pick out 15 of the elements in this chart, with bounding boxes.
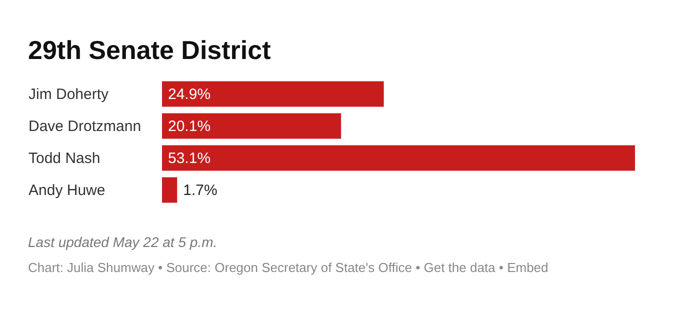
y-tick-label: Andy Huwe xyxy=(28,182,106,199)
chart-title: 29th Senate District xyxy=(28,35,272,65)
bar xyxy=(162,145,635,171)
data-label: 1.7% xyxy=(183,182,218,199)
text: Chart: Julia Shumway • Source: Oregon Secretary of State's Office • Get the data • Embed xyxy=(28,259,550,277)
bar xyxy=(162,113,342,139)
y-tick-label: Dave Drotzmann xyxy=(28,118,142,135)
y-tick-label: Jim Doherty xyxy=(28,86,110,103)
text: Last updated May 22 at 5 p.m. xyxy=(28,234,218,250)
bar xyxy=(162,177,178,203)
data-label: 24.9% xyxy=(168,86,211,103)
y-tick-label: Todd Nash xyxy=(28,150,100,167)
bar xyxy=(162,81,384,107)
data-label: 20.1% xyxy=(168,118,211,135)
data-label: 53.1% xyxy=(168,150,211,167)
